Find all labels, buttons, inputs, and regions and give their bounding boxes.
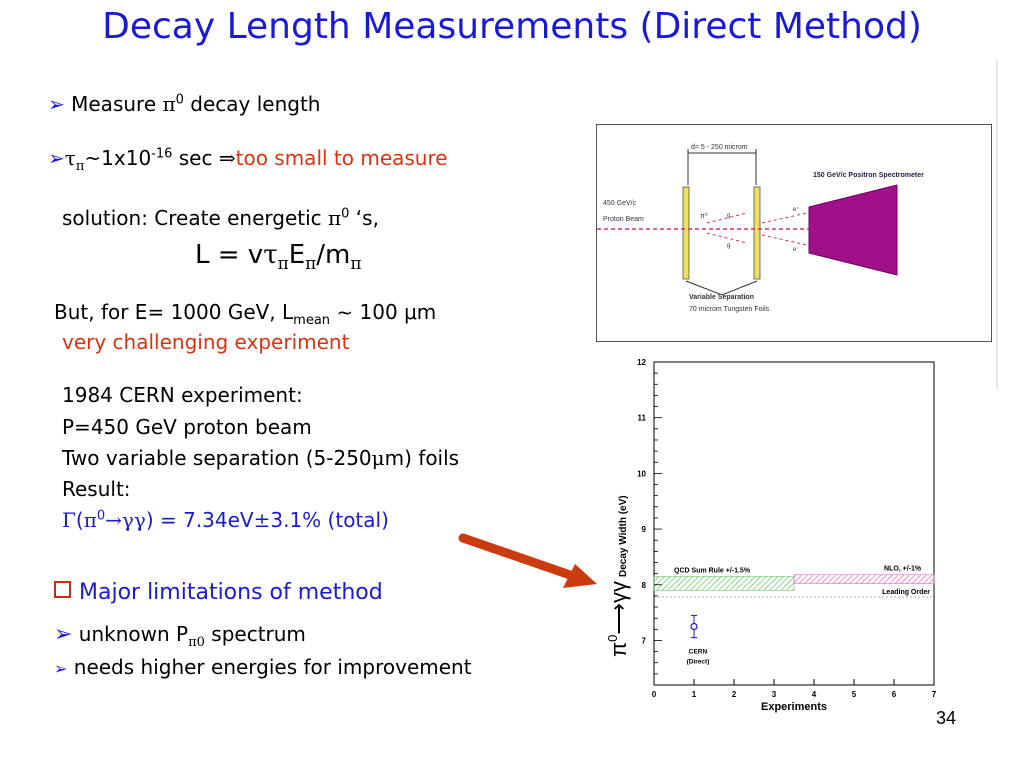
- cern-line-4: Result:: [62, 477, 131, 501]
- beam-energy-label: 450 GeV/c: [603, 200, 637, 207]
- decay-width-chart: QCD Sum Rule +/-1.5% NLO, +/-1% Leading O…: [600, 352, 940, 727]
- arrow-bullet-icon: ➢: [48, 92, 65, 116]
- variable-separation-label: Variable Separation: [689, 294, 754, 301]
- data-point: [690, 622, 698, 631]
- solution-text: solution: Create energetic π0 ‘s,: [62, 206, 379, 230]
- band-0: [653, 576, 795, 591]
- slide-divider: [996, 60, 998, 390]
- x-tick-label: 5: [852, 690, 857, 699]
- y-tick-label: 11: [638, 414, 647, 423]
- x-tick-label: 0: [652, 690, 657, 699]
- gamma-label-2: g: [727, 243, 730, 249]
- foils-label: 70 microm Tungsten Foils: [689, 306, 770, 313]
- limitation-2: ➢ needs higher energies for improvement: [54, 655, 472, 679]
- plot-frame: [653, 361, 935, 686]
- y-axis-label: Decay Width (eV): [618, 495, 629, 577]
- beam-name-label: Proton Beam: [603, 216, 644, 223]
- spectrometer-label: 150 GeV/c Positron Spectrometer: [813, 172, 924, 179]
- pi0-label: π⁰: [700, 212, 708, 220]
- bullet-lifetime: ➢τπ~1x10-16 sec ⇒too small to measure: [48, 146, 448, 174]
- line-label-0: Leading Order: [882, 589, 930, 596]
- svg-text:π0⟶γγ: π0⟶γγ: [605, 581, 631, 657]
- x-tick-label: 4: [812, 690, 817, 699]
- separation-label: d= 5 - 250 microm: [691, 144, 748, 151]
- x-tick-label: 2: [732, 690, 737, 699]
- decay-length-formula: L = vτπEπ/mπ: [195, 240, 362, 274]
- arrow-bullet-icon: ➢: [54, 622, 73, 647]
- arrow-bullet-icon: ➢: [54, 659, 68, 678]
- x-tick-label: 1: [692, 690, 697, 699]
- point-label: CERN: [689, 649, 708, 656]
- x-tick-label: 3: [772, 690, 777, 699]
- limitation-1: ➢ unknown Pπ0 spectrum: [54, 622, 306, 650]
- y-tick-label: 7: [642, 636, 647, 645]
- point-label: (Direct): [687, 659, 710, 666]
- mean-length-text: But, for E= 1000 GeV, Lmean ~ 100 μm: [54, 300, 437, 328]
- pointer-arrow-icon: [458, 533, 597, 588]
- spectrometer-shape: [808, 184, 898, 276]
- x-tick-label: 6: [892, 690, 897, 699]
- y-tick-label: 12: [637, 358, 646, 367]
- arrow-bullet-icon: ➢: [48, 146, 65, 170]
- eminus-label: e⁻: [793, 247, 800, 253]
- chart-svg: QCD Sum Rule +/-1.5% NLO, +/-1% Leading O…: [605, 358, 937, 713]
- gamma-label-1: g: [727, 213, 730, 219]
- challenging-note: very challenging experiment: [62, 330, 350, 354]
- cern-line-2: P=450 GeV proton beam: [62, 415, 312, 439]
- band-1: [793, 574, 935, 584]
- y-tick-label: 8: [642, 581, 647, 590]
- eplus-label: e⁺: [793, 206, 800, 213]
- y-tick-label: 9: [642, 525, 647, 534]
- band-label-0: QCD Sum Rule +/-1.5%: [674, 567, 751, 574]
- checkbox-bullet-icon: [54, 581, 71, 598]
- slide-title: Decay Length Measurements (Direct Method…: [102, 6, 922, 47]
- band-label-1: NLO, +/-1%: [884, 566, 922, 573]
- y-axis-big-label: π0⟶γγ: [605, 581, 631, 657]
- apparatus-figure: d= 5 - 250 microm 450 GeV/c Proton Beam …: [596, 124, 992, 342]
- cern-line-3: Two variable separation (5-250μm) foils: [62, 446, 460, 470]
- foil-1: [682, 186, 690, 280]
- cern-line-1: 1984 CERN experiment:: [62, 383, 303, 407]
- page-number: 34: [936, 708, 957, 728]
- y-tick-label: 10: [637, 469, 646, 478]
- cern-result: Γ(π0→γγ) = 7.34eV±3.1% (total): [62, 508, 389, 532]
- x-axis-label: Experiments: [761, 701, 827, 713]
- limitations-heading: Major limitations of method: [54, 580, 383, 605]
- x-tick-label: 7: [932, 690, 937, 699]
- apparatus-diagram: d= 5 - 250 microm 450 GeV/c Proton Beam …: [597, 144, 924, 313]
- foil-2: [753, 186, 761, 280]
- bullet-measure: ➢ Measure π0 decay length: [48, 92, 321, 116]
